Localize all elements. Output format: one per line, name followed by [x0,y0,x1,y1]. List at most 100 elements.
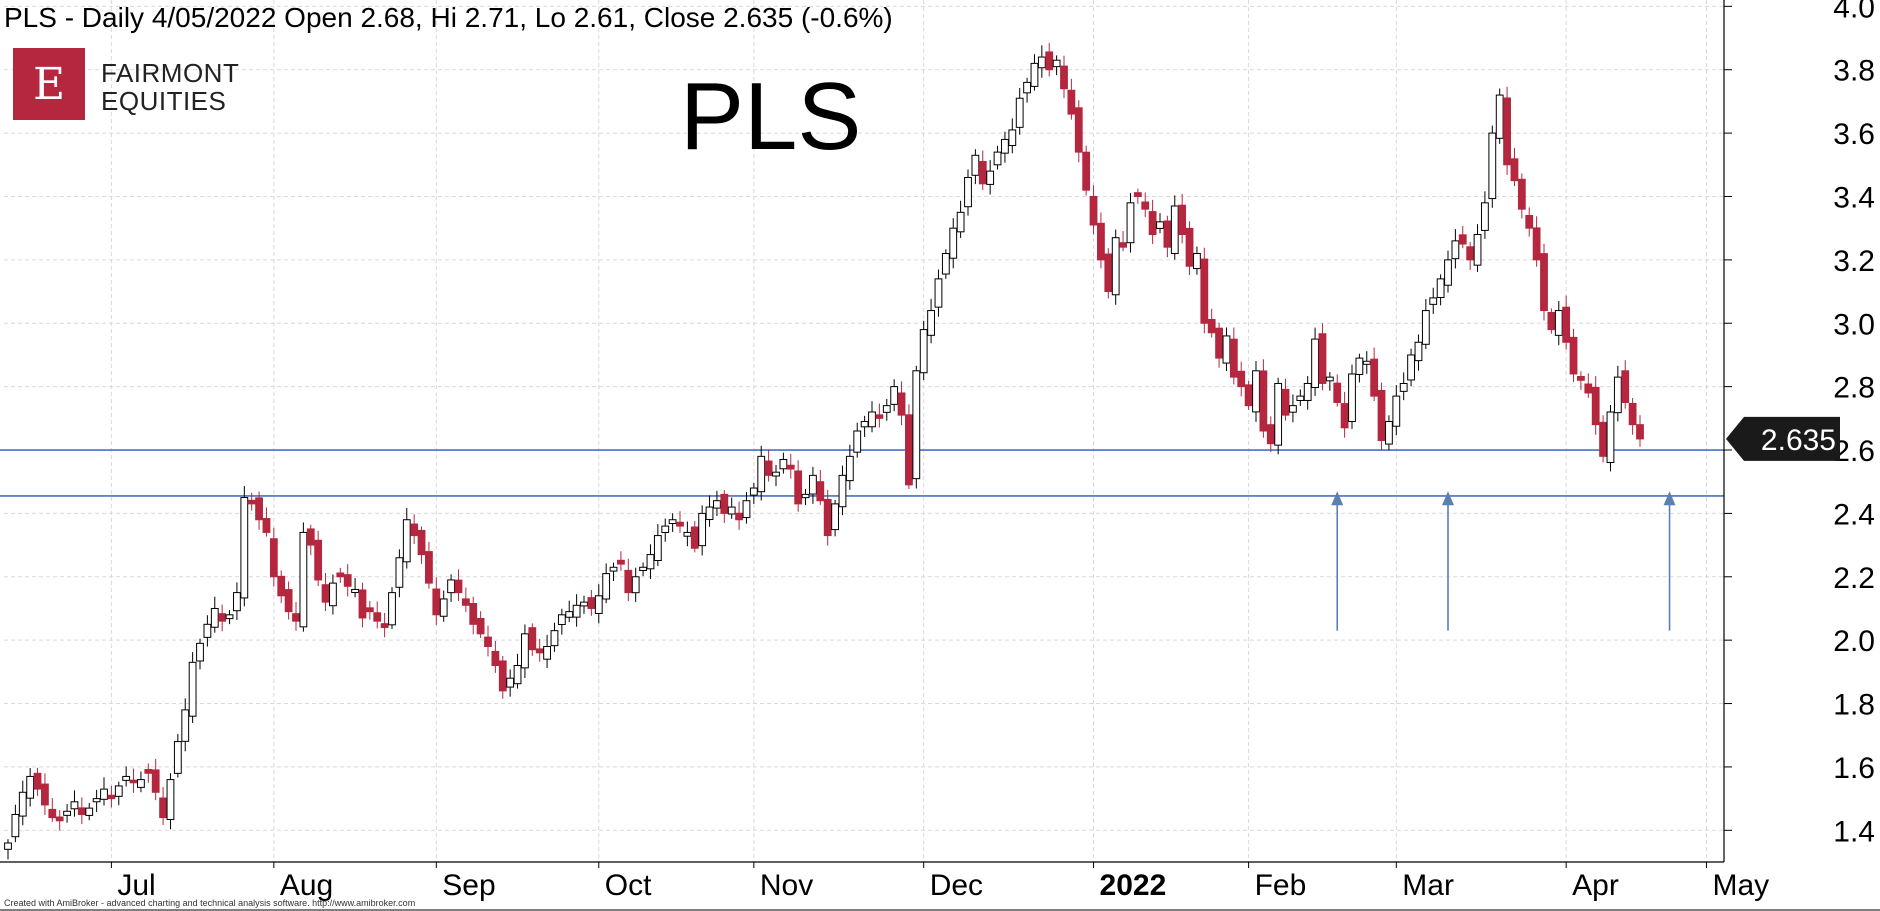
candle-body [33,772,42,790]
candle [543,634,551,669]
candle-body [1584,383,1593,394]
candle-body [934,278,943,308]
y-tick-label: 3.4 [1833,181,1875,214]
candle [676,511,684,533]
candle-body [233,592,241,612]
candle-body [1333,382,1342,403]
candle-body [1370,358,1379,397]
candle [528,623,537,656]
candle [1355,353,1364,383]
candle-body [314,539,323,581]
candle-body [1362,360,1371,365]
candle-body [543,646,551,660]
candle [956,200,965,238]
candle-body [1377,389,1386,442]
candle [114,781,123,806]
candle-body [196,642,204,662]
candle-body [971,154,980,176]
candle-body [816,481,825,502]
candle-body [1355,357,1364,375]
support-arrow-head [1331,491,1344,506]
candle [860,415,869,437]
candle [1170,195,1179,260]
candle-body [1185,227,1194,267]
candle [410,514,419,544]
candle-body [329,582,337,607]
candle-body [720,493,729,514]
candle-body [402,519,411,563]
candle-body [919,329,928,374]
candle-body [18,791,27,817]
support-arrow-head [1663,491,1676,506]
candle-body [432,588,441,616]
candle-body [1495,94,1504,139]
candle-body [1244,384,1253,407]
candle [1399,372,1408,401]
candle [949,218,958,269]
candle-body [4,842,12,850]
candle [875,403,884,428]
candle-body [624,569,633,594]
logo-line-2: EQUITIES [101,86,227,116]
candle-body [395,557,404,588]
candle [122,766,131,787]
candle-body [114,785,123,797]
candle [33,767,42,796]
candle [63,804,71,823]
candle-body [203,623,212,638]
candle-body [1178,204,1187,236]
candle-body [1421,310,1430,345]
candle-body [587,597,596,609]
logo-mark: E [13,48,85,120]
candle [262,507,271,537]
candle-body [1407,354,1415,381]
candle [1104,248,1113,299]
candle-body [262,518,271,533]
candle [70,790,79,817]
candle-body [1045,51,1054,71]
candle [1037,45,1046,78]
y-tick-label: 1.8 [1833,689,1875,722]
chart-header: PLS - Daily 4/05/2022 Open 2.68, Hi 2.71… [4,2,893,33]
logo-line-1: FAIRMONT [101,58,240,88]
candle [668,513,677,532]
candle-body [166,779,175,821]
candle [1340,391,1349,438]
candle-body [1119,242,1127,248]
candle-body [1525,214,1534,229]
candle-body [1481,202,1489,231]
candle-body [11,813,20,838]
candle [823,489,832,546]
candle-body [823,498,832,537]
candle [1229,327,1238,385]
x-tick-label: Jul [117,869,155,902]
candle-body [727,506,736,515]
candle [351,578,359,598]
candle [26,768,35,807]
candle [181,698,190,752]
candle [233,582,241,620]
candle-body [964,176,972,208]
candle-body [521,633,529,669]
candle [173,733,182,778]
candle [1436,274,1445,306]
candle-body [1074,107,1083,153]
candle [609,562,618,582]
candle [772,465,780,487]
candle [292,602,300,631]
candle-body [1340,403,1349,429]
candle-body [137,779,145,788]
candle-body [1037,56,1046,69]
candle [1252,360,1260,422]
candle-body [1097,222,1105,261]
candle-body [513,665,522,685]
candle-body [735,512,743,521]
candle [1370,347,1379,402]
candle-body [668,519,677,525]
candle [1392,385,1401,436]
candle-body [454,579,463,594]
candle [905,404,913,489]
x-tick-label: May [1712,869,1769,902]
y-tick-label: 2.0 [1833,625,1875,658]
